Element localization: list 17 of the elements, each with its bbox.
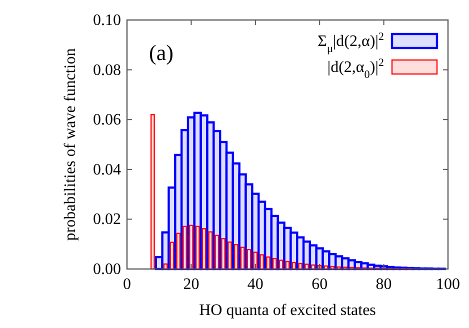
y-tick-label: 0.08 <box>93 62 121 79</box>
y-tick-label: 0.00 <box>93 261 121 278</box>
x-tick-label: 100 <box>436 276 460 293</box>
annotation: (a) <box>149 40 174 65</box>
y-tick-label: 0.06 <box>93 112 121 129</box>
x-tick-label: 40 <box>247 276 264 293</box>
x-tick-label: 20 <box>183 276 200 293</box>
y-tick-label: 0.02 <box>93 211 121 228</box>
y-tick-label: 0.04 <box>93 161 121 178</box>
x-axis-title: HO quanta of excited states <box>199 302 376 319</box>
legend-label: |d(2,α$_{0}$)|$^{2}$ <box>327 57 384 81</box>
x-tick-label: 0 <box>123 276 131 293</box>
legend-label: Σ$_{μ}$|d(2,α)|$^{2}$ <box>318 31 384 55</box>
y-axis-title: probabilities of wave function <box>62 48 79 241</box>
x-tick-label: 80 <box>376 276 392 293</box>
x-tick-label: 60 <box>312 276 328 293</box>
y-tick-label: 0.10 <box>93 12 121 29</box>
